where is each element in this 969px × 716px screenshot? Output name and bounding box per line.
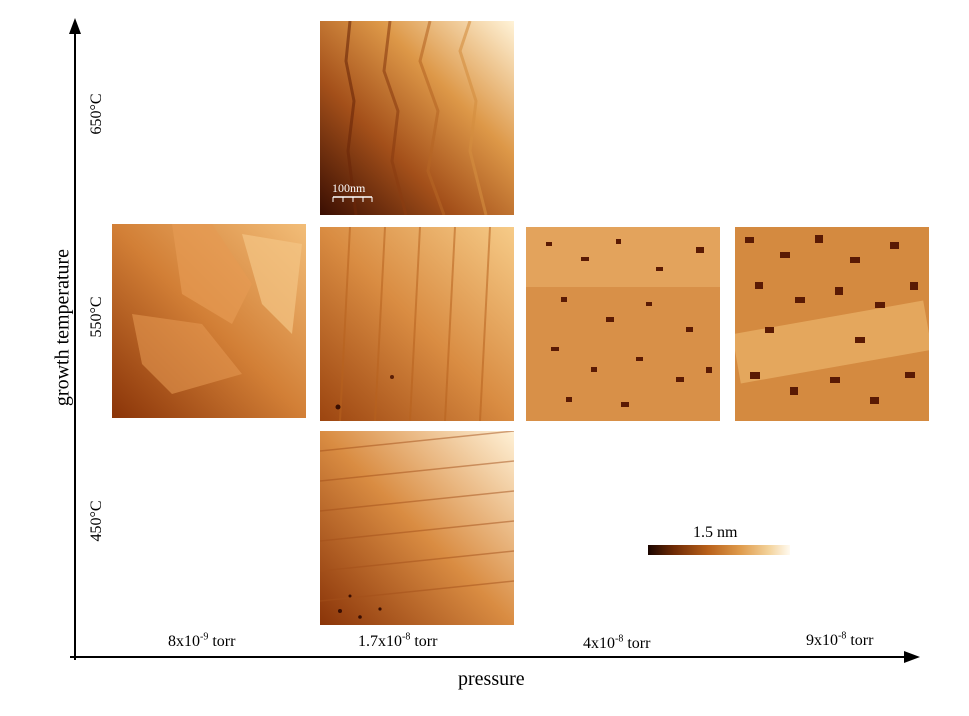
stm-image-650C-1.7e-8: 100nm [320,21,514,215]
pressure-label-3: 4x10-8 torr [583,633,651,652]
stm-image-550C-9e-8 [735,227,929,421]
y-axis-arrow [69,18,81,34]
temperature-label-450: 450°C [88,500,105,542]
pressure-label-4: 9x10-8 torr [806,630,874,649]
scale-bar-label: 100nm [332,181,366,195]
x-axis-arrow [904,651,920,663]
pressure-label-1: 8x10-9 torr [168,631,236,650]
stm-image-450C-1.7e-8 [320,431,514,625]
temperature-label-550: 550°C [88,296,105,338]
x-axis-title: pressure [458,668,525,690]
stm-image-550C-4e-8 [526,227,720,421]
y-axis-title: growth temperature [51,248,74,407]
temperature-label-650: 650°C [88,93,105,135]
colorbar [648,545,790,555]
stm-image-550C-1.7e-8 [320,227,514,421]
colorbar-label: 1.5 nm [693,524,738,541]
pressure-label-2: 1.7x10-8 torr [358,631,438,650]
stm-image-550C-8e-9 [112,224,306,418]
